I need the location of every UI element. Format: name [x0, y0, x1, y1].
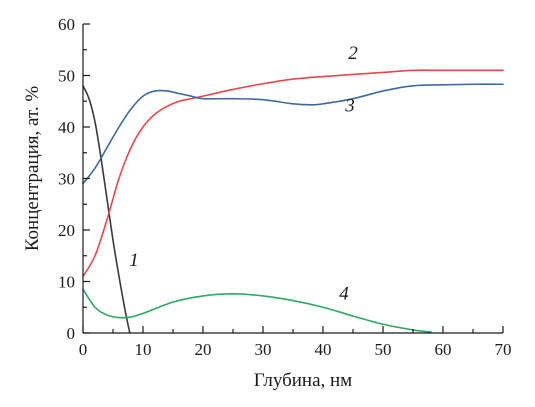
series-line-4	[82, 288, 432, 333]
annotation-layer: 1 2 3 4	[129, 43, 358, 305]
series-layer	[82, 69, 504, 334]
series-line-3	[82, 83, 504, 185]
y-axis-title: Концентрация, ат. %	[22, 86, 43, 252]
y-tick-label: 60	[58, 15, 75, 34]
x-tick-label: 30	[255, 340, 272, 359]
x-axis-title: Глубина, нм	[254, 370, 352, 391]
x-tick-label: 70	[495, 340, 512, 359]
y-tick-label: 40	[58, 118, 75, 137]
x-tick-label: 0	[79, 340, 88, 359]
y-tick-label: 50	[58, 67, 75, 86]
x-tick-label: 60	[435, 340, 452, 359]
curve-label-3: 3	[344, 96, 355, 117]
series-line-2	[82, 69, 504, 278]
x-tick-label: 20	[195, 340, 212, 359]
x-tick-label: 40	[315, 340, 332, 359]
y-tick-label: 10	[58, 273, 75, 292]
curve-label-4: 4	[339, 284, 349, 305]
y-tick-label: 30	[58, 170, 75, 189]
curve-label-1: 1	[129, 250, 139, 271]
y-tick-label: 0	[67, 324, 76, 343]
axes: 0 10 20 30 40 50 60 0 10 20 30 40 50 60 70	[58, 15, 512, 359]
x-tick-label: 10	[135, 340, 152, 359]
y-tick-label: 20	[58, 221, 75, 240]
curve-label-2: 2	[348, 43, 358, 64]
series-line-1	[82, 85, 131, 334]
x-tick-label: 50	[375, 340, 392, 359]
